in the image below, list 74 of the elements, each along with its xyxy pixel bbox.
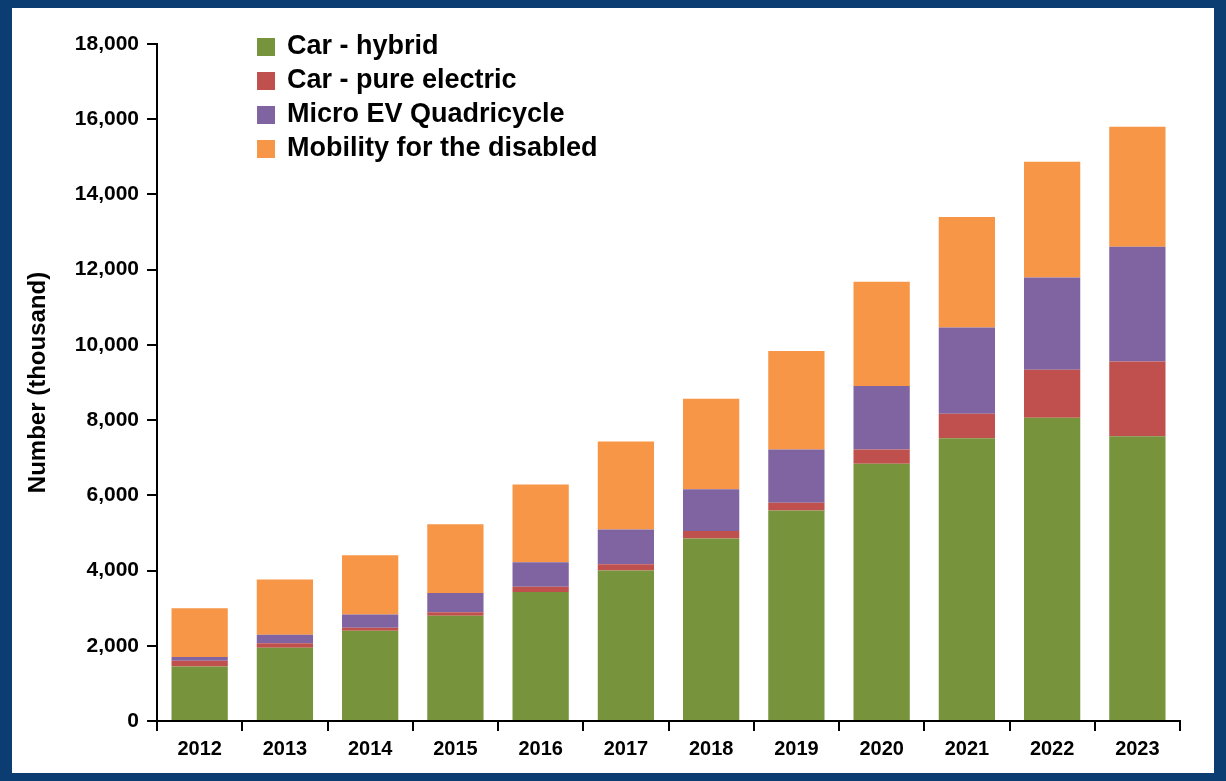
bar xyxy=(1109,436,1166,720)
bar xyxy=(938,327,996,414)
bar xyxy=(768,510,825,720)
bar xyxy=(597,570,655,720)
bar xyxy=(342,627,399,631)
bar xyxy=(171,657,228,661)
bar xyxy=(683,398,740,490)
x-tick-label: 2015 xyxy=(433,736,478,759)
x-tick-label: 2020 xyxy=(859,736,904,759)
bar xyxy=(938,413,996,439)
y-tick-label: 16,000 xyxy=(74,106,140,130)
bar xyxy=(342,614,399,628)
legend-label: Micro EV Quadricycle xyxy=(287,98,565,129)
bar xyxy=(1109,246,1166,362)
bar xyxy=(512,484,569,563)
bar xyxy=(427,615,484,720)
y-tick-label: 12,000 xyxy=(74,256,140,280)
legend-label: Car - pure electric xyxy=(287,64,517,95)
legend-label: Mobility for the disabled xyxy=(287,132,598,163)
x-tick-label: 2016 xyxy=(518,736,563,759)
bar xyxy=(938,438,996,720)
y-tick-label: 6,000 xyxy=(86,482,140,506)
y-tick-label: 0 xyxy=(127,707,140,731)
y-tick-label: 2,000 xyxy=(86,632,140,656)
bar xyxy=(512,586,569,592)
bar xyxy=(853,281,910,386)
bar xyxy=(853,449,910,464)
bar xyxy=(1109,361,1166,437)
x-tick-label: 2012 xyxy=(177,736,222,759)
bar xyxy=(597,529,655,565)
bar xyxy=(938,217,996,328)
bar xyxy=(256,643,314,648)
bar xyxy=(342,630,399,720)
bar xyxy=(256,647,314,720)
y-tick-label: 10,000 xyxy=(74,331,140,355)
bar xyxy=(1109,126,1166,247)
bar xyxy=(853,385,910,450)
bar xyxy=(597,441,655,530)
bar xyxy=(342,555,399,615)
bar xyxy=(597,564,655,571)
y-tick-label: 8,000 xyxy=(86,406,140,430)
legend-label: Car - hybrid xyxy=(287,30,439,61)
bar xyxy=(427,524,484,594)
bar xyxy=(683,489,740,532)
bar xyxy=(256,579,314,635)
x-tick-label: 2022 xyxy=(1029,736,1075,759)
bar xyxy=(853,463,910,720)
bar xyxy=(512,562,569,587)
x-tick-label: 2021 xyxy=(944,736,990,759)
bar xyxy=(427,612,484,616)
y-tick-label: 18,000 xyxy=(74,30,140,54)
bar xyxy=(427,593,484,613)
bar xyxy=(768,502,825,511)
x-tick-label: 2018 xyxy=(688,736,734,759)
x-tick-label: 2023 xyxy=(1115,736,1160,759)
x-tick-label: 2019 xyxy=(774,736,819,759)
x-tick-label: 2013 xyxy=(262,736,308,759)
bar xyxy=(171,608,228,658)
bar xyxy=(683,538,740,720)
bar xyxy=(1024,277,1081,370)
bar xyxy=(768,449,825,503)
bar xyxy=(512,591,569,720)
y-axis-title: Number (thousand) xyxy=(23,271,51,494)
bar xyxy=(171,666,228,720)
x-tick-label: 2017 xyxy=(603,736,649,759)
x-tick-label: 2014 xyxy=(347,736,394,759)
bar xyxy=(1024,417,1081,720)
bar xyxy=(256,634,314,644)
bar xyxy=(768,350,825,450)
bar xyxy=(1024,161,1081,278)
bar xyxy=(683,531,740,539)
y-tick-label: 4,000 xyxy=(86,557,140,581)
y-tick-label: 14,000 xyxy=(74,181,140,205)
bar xyxy=(1024,369,1081,418)
